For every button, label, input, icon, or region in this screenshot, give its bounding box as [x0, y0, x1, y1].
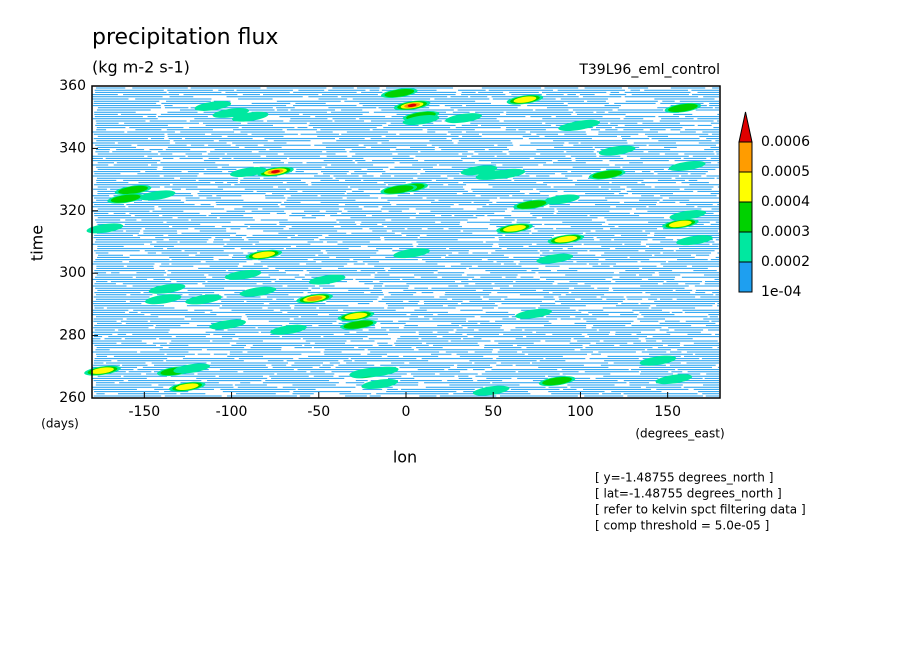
colorbar-label: 0.0006	[761, 134, 810, 150]
x-tick-label: -150	[128, 404, 160, 420]
contour-patch	[361, 366, 399, 377]
contour-field	[84, 87, 719, 397]
contour-patch	[554, 235, 578, 243]
contour-patch	[118, 185, 148, 195]
y-axis-label: time	[28, 225, 47, 261]
contour-patch	[308, 274, 346, 285]
contour-patch	[516, 200, 547, 209]
contour-patch	[407, 103, 417, 107]
contour-patch	[209, 319, 246, 330]
x-tick-label: -100	[216, 404, 248, 420]
x-tick-label: 100	[567, 404, 594, 420]
contour-patch	[676, 235, 713, 246]
x-tick-label: 50	[484, 404, 502, 420]
contour-patch	[592, 170, 623, 179]
contour-patch	[148, 283, 186, 294]
contour-patch	[224, 269, 262, 280]
x-axis-label: lon	[393, 448, 417, 467]
colorbar-label: 0.0005	[761, 164, 810, 180]
contour-patch	[475, 169, 513, 180]
contour-patch	[86, 223, 124, 234]
y-tick-label: 360	[59, 78, 86, 94]
note: [ refer to kelvin spct filtering data ]	[595, 503, 806, 517]
contour-patch	[306, 296, 323, 301]
contour-patch	[144, 294, 182, 305]
y-tick-label: 260	[59, 390, 86, 406]
contour-patch	[393, 248, 430, 259]
colorbar-over	[738, 111, 753, 143]
colorbar-band	[738, 141, 753, 173]
contour-patch	[239, 286, 277, 297]
contour-patch	[669, 210, 707, 220]
chart-title: precipitation flux	[92, 25, 278, 50]
chart-subtitle: (kg m-2 s-1)	[92, 58, 190, 77]
contour-patch	[639, 355, 677, 366]
x-tick-label: 0	[402, 404, 411, 420]
contour-patch	[402, 115, 440, 126]
contour-patch	[231, 111, 269, 122]
contour-patch	[503, 225, 526, 232]
contour-patch	[445, 113, 482, 124]
colorbar-label: 0.0003	[761, 224, 810, 240]
contour-patch	[252, 251, 276, 259]
contour-patch	[472, 385, 510, 396]
contour-patch	[543, 194, 580, 205]
note: [ y=-1.48755 degrees_north ]	[595, 471, 773, 485]
y-units: (days)	[41, 417, 79, 431]
colorbar-band	[738, 201, 753, 233]
contour-patch	[91, 367, 114, 374]
colorbar-label: 0.0002	[761, 254, 810, 270]
contour-patch	[175, 383, 199, 391]
contour-patch	[384, 88, 415, 98]
y-tick-label: 300	[59, 265, 86, 281]
contour-patch	[668, 220, 692, 228]
colorbar-band	[738, 261, 753, 293]
y-tick-label: 340	[59, 140, 86, 156]
colorbar-band	[738, 231, 753, 263]
contour-patch	[558, 121, 595, 131]
contour-patch	[194, 100, 232, 111]
y-tick-label: 280	[59, 328, 86, 344]
x-tick-label: -50	[307, 404, 330, 420]
contour-patch	[343, 320, 374, 329]
contour-patch	[655, 374, 693, 385]
colorbar-label: 0.0004	[761, 194, 810, 210]
contour-patch	[344, 312, 368, 320]
contour-patch	[361, 379, 399, 389]
contour-patch	[230, 167, 267, 178]
contour-patch	[542, 376, 572, 386]
contour-patch	[598, 145, 636, 156]
note: [ lat=-1.48755 degrees_north ]	[595, 487, 782, 501]
contour-patch	[185, 294, 222, 305]
contour-patch	[271, 170, 280, 174]
colorbar-label: 1e-04	[761, 284, 801, 300]
contour-patch	[270, 324, 307, 335]
contour-patch	[513, 96, 537, 103]
dataset-label: T39L96_eml_control	[578, 62, 720, 78]
contour-patch	[138, 190, 176, 201]
note: [ comp threshold = 5.0e-05 ]	[595, 519, 769, 533]
y-tick-label: 320	[59, 203, 86, 219]
contour-patch	[383, 185, 414, 194]
contour-patch	[668, 103, 698, 113]
contour-patch	[173, 363, 210, 374]
contour-patch	[110, 194, 141, 203]
x-units: (degrees_east)	[635, 427, 724, 441]
contour-patch	[536, 253, 574, 264]
colorbar-band	[738, 171, 753, 203]
contour-patch	[668, 160, 706, 171]
x-tick-label: 150	[654, 404, 681, 420]
contour-patch	[515, 308, 552, 319]
